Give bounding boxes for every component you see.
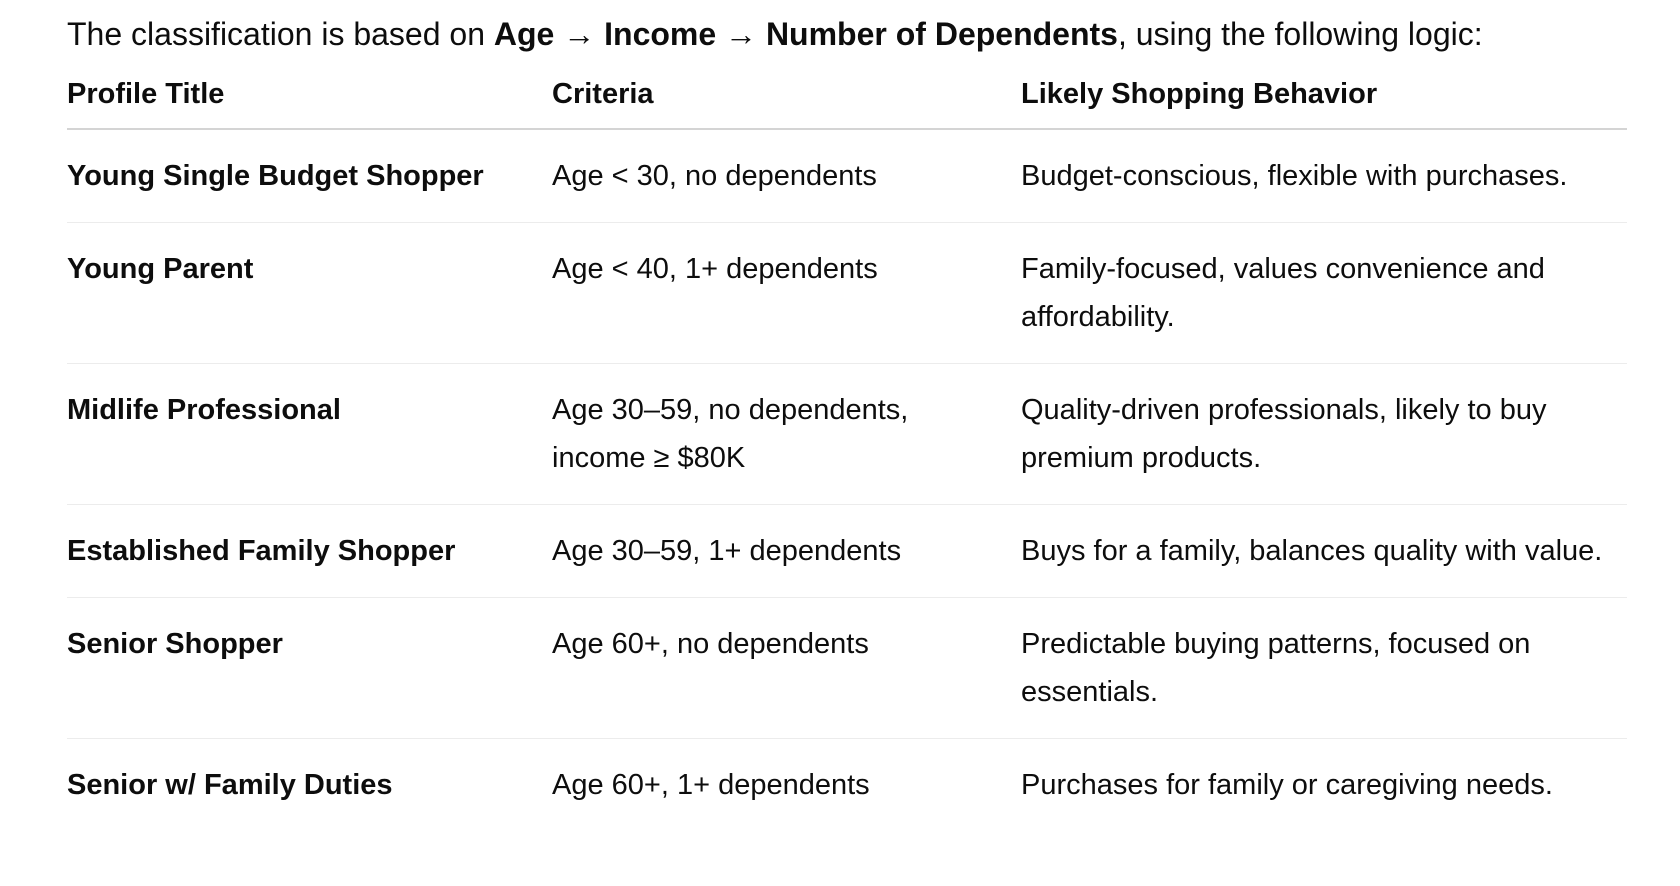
table-row: Established Family Shopper Age 30–59, 1+… [67,504,1627,598]
behavior-cell: Budget-conscious, flexible with purchase… [1021,129,1627,223]
header-behavior: Likely Shopping Behavior [1021,76,1627,130]
criteria-cell: Age < 30, no dependents [552,129,1021,223]
behavior-cell: Purchases for family or caregiving needs… [1021,769,1553,801]
behavior-cell: Family-focused, values convenience and a… [1021,222,1627,364]
table-row: Young Parent Age < 40, 1+ dependents Fam… [67,222,1627,364]
profile-title-cell: Established Family Shopper [67,504,552,598]
criteria-cell: Age 60+, 1+ dependents [552,769,870,801]
table-row: Senior w/ Family Duties Age 60+, 1+ depe… [67,739,1627,832]
table-row: Young Single Budget Shopper Age < 30, no… [67,129,1627,223]
header-row: Profile Title Criteria Likely Shopping B… [67,76,1627,130]
criteria-cell: Age < 40, 1+ dependents [552,222,1021,364]
header-profile-title: Profile Title [67,76,552,130]
profile-title-cell: Young Single Budget Shopper [67,129,552,223]
behavior-cell: Predictable buying patterns, focused on … [1021,597,1627,739]
behavior-cell: Quality-driven professionals, likely to … [1021,363,1627,505]
criteria-cell: Age 30–59, no dependents, income ≥ $80K [552,363,1021,505]
profile-title-cell: Midlife Professional [67,363,552,505]
table-header: Profile Title Criteria Likely Shopping B… [67,76,1627,130]
intro-emphasis: Age → Income → Number of Dependents [493,16,1118,52]
intro-suffix: , using the following logic: [1117,16,1483,52]
intro-prefix: The classification is based on [67,16,494,52]
table-row: Midlife Professional Age 30–59, no depen… [67,363,1627,505]
table-body: Young Single Budget Shopper Age < 30, no… [67,129,1627,831]
intro-paragraph: The classification is based on Age → Inc… [67,0,1627,54]
table-row: Senior Shopper Age 60+, no dependents Pr… [67,597,1627,739]
profile-title-cell: Senior w/ Family Duties [67,769,393,801]
header-criteria: Criteria [552,76,1021,130]
criteria-cell: Age 60+, no dependents [552,597,1021,739]
behavior-cell: Buys for a family, balances quality with… [1021,504,1627,598]
message-content: The classification is based on Age → Inc… [67,0,1627,831]
profiles-table: Profile Title Criteria Likely Shopping B… [67,76,1627,831]
profile-title-cell: Senior Shopper [67,597,552,739]
profile-title-cell: Young Parent [67,222,552,364]
criteria-cell: Age 30–59, 1+ dependents [552,504,1021,598]
